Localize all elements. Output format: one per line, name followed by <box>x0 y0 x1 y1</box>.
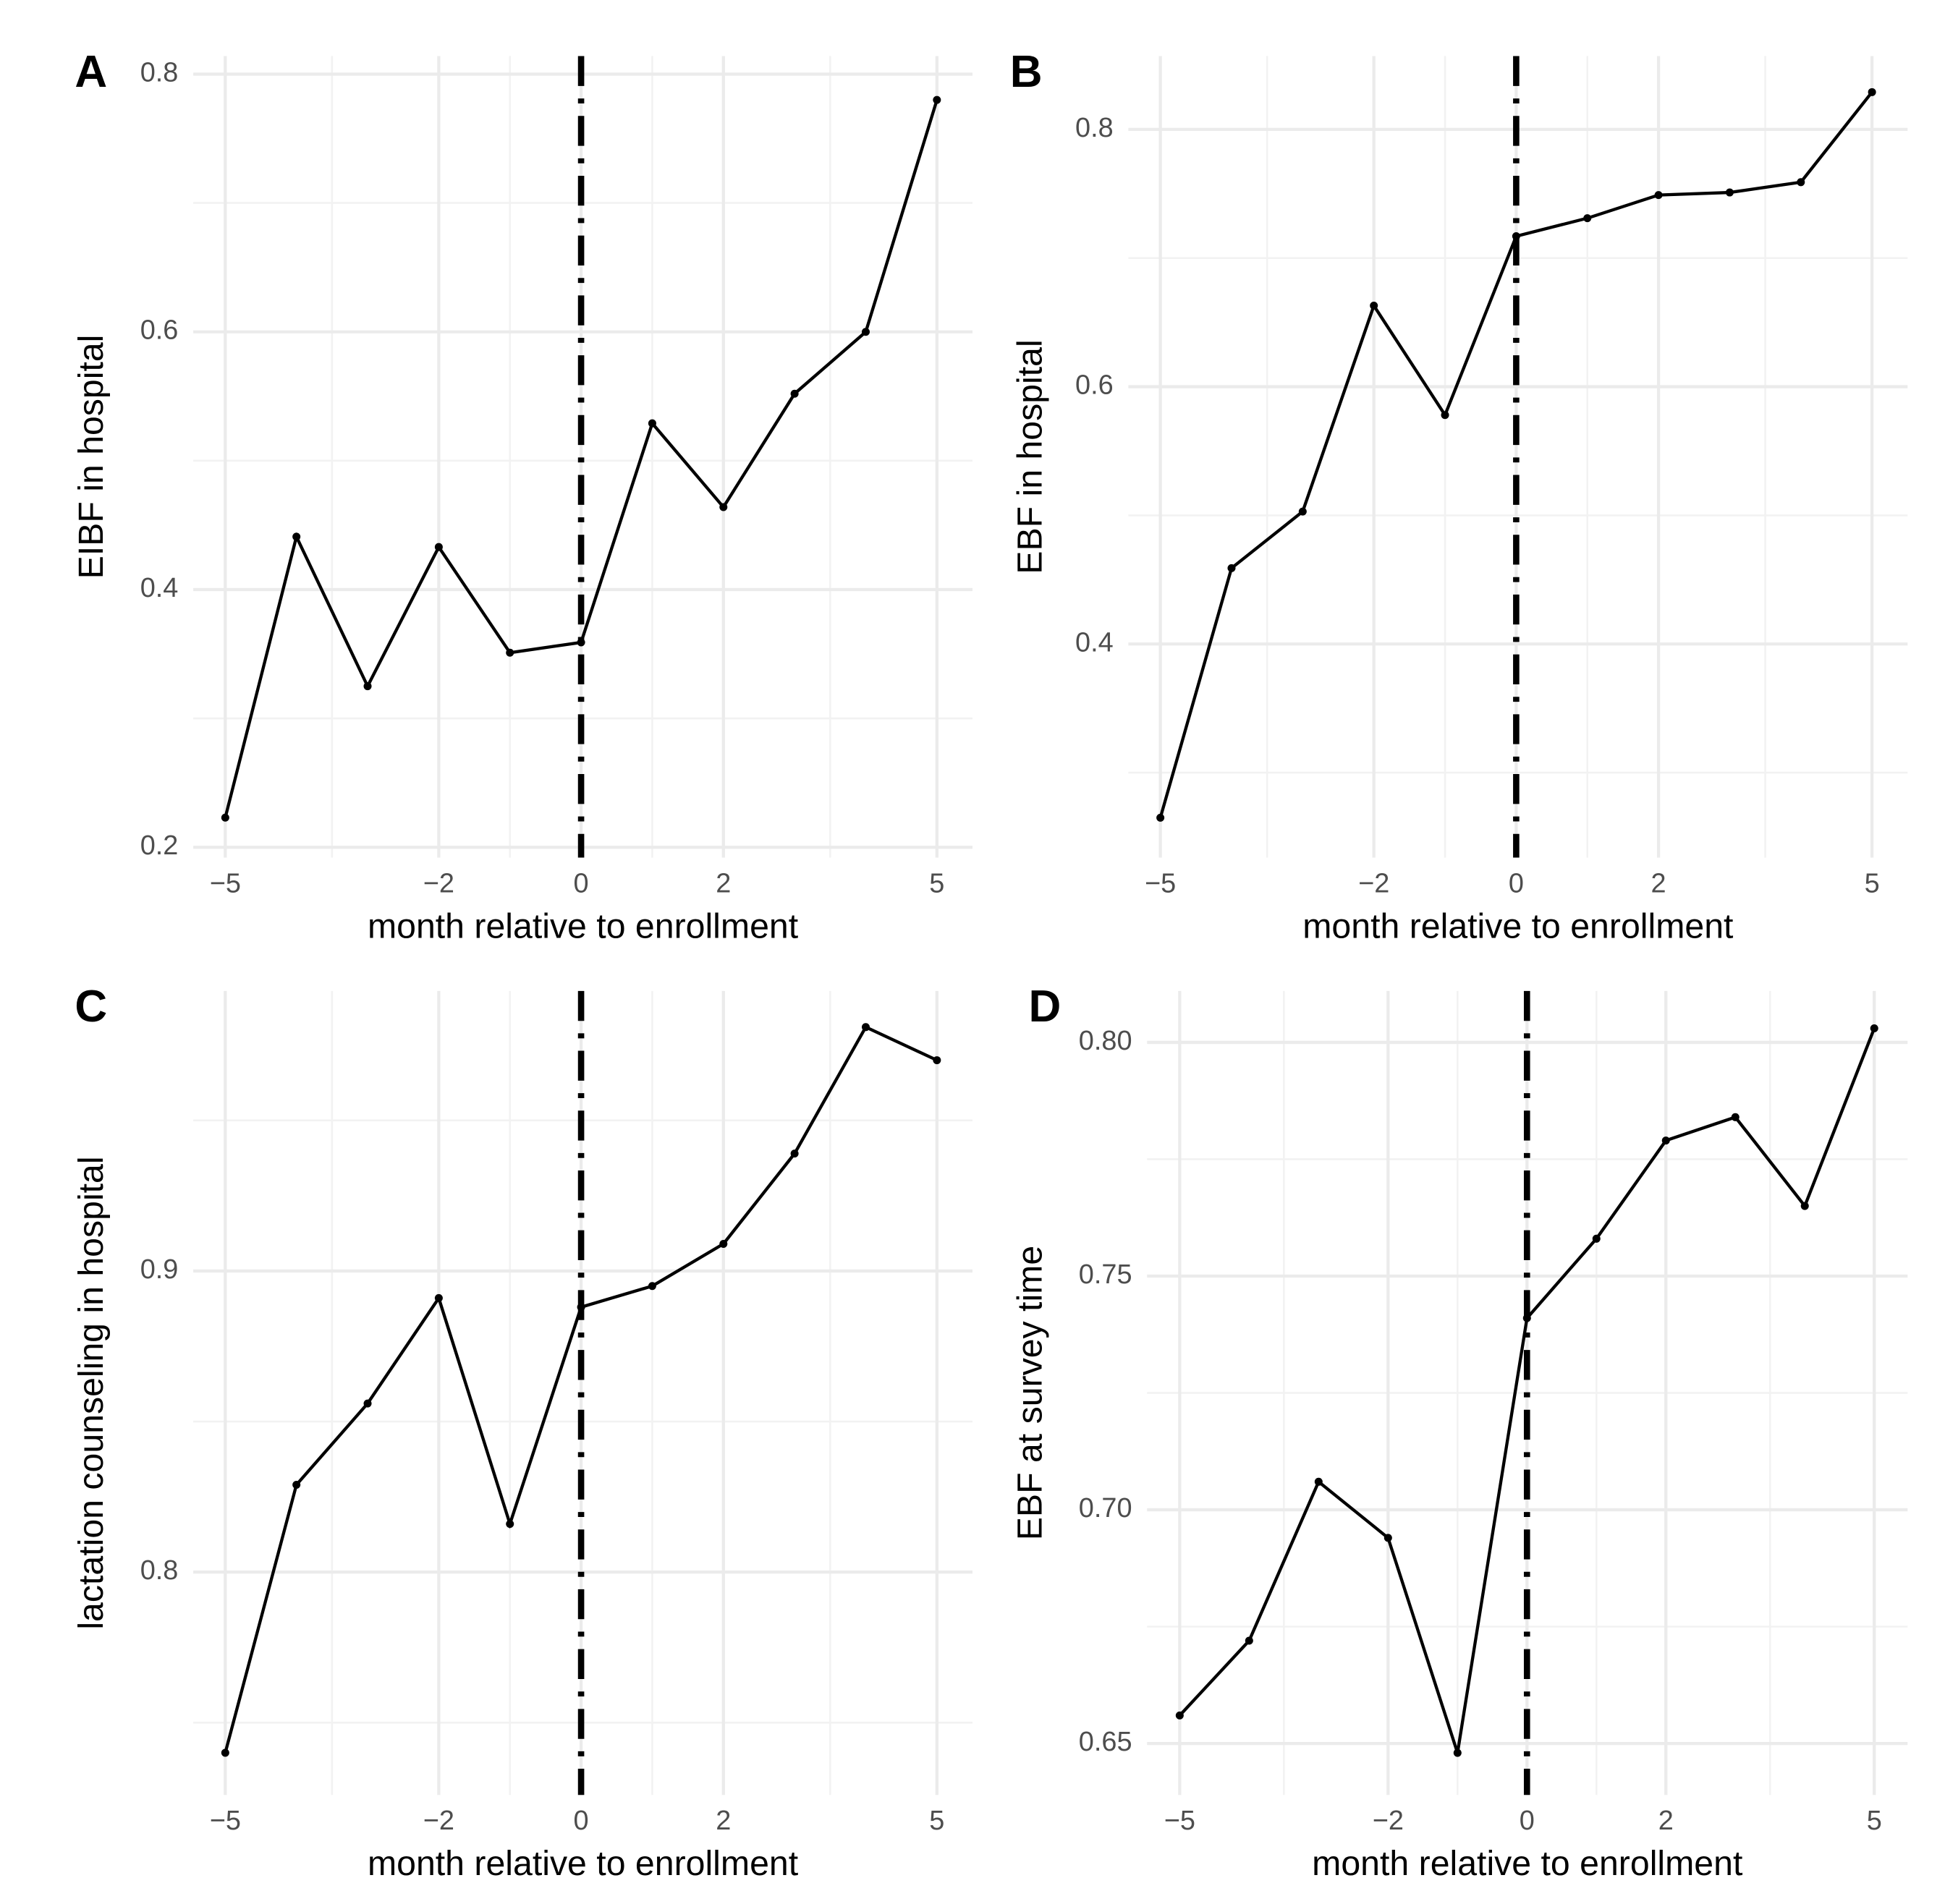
y-tick-label: 0.2 <box>140 830 179 861</box>
x-tick-label: −2 <box>1358 868 1389 898</box>
x-axis-title: month relative to enrollment <box>1302 906 1734 945</box>
x-tick-label: 0 <box>574 868 589 898</box>
point <box>434 543 443 551</box>
panel-label: D <box>1029 982 1062 1032</box>
point <box>577 638 585 647</box>
x-tick-label: −2 <box>423 868 454 898</box>
x-axis-title: month relative to enrollment <box>368 906 799 945</box>
point <box>719 503 728 511</box>
point <box>1797 178 1805 187</box>
point <box>1583 214 1592 223</box>
x-tick-label: 2 <box>716 868 731 898</box>
point <box>506 1520 514 1529</box>
point <box>1592 1234 1601 1243</box>
y-tick-label: 0.75 <box>1079 1259 1132 1290</box>
point <box>1731 1113 1740 1121</box>
y-axis-title: EBF in hospital <box>1010 339 1049 574</box>
x-tick-label: −5 <box>1164 1806 1195 1836</box>
point <box>790 1149 799 1158</box>
point <box>1870 1024 1878 1033</box>
y-axis-title: lactation counseling in hospital <box>72 1156 111 1629</box>
point <box>577 1303 585 1312</box>
x-tick-label: 5 <box>929 868 944 898</box>
x-tick-label: −2 <box>1373 1806 1404 1836</box>
point <box>1156 813 1165 822</box>
panel-label: B <box>1010 47 1043 97</box>
point <box>933 1056 941 1065</box>
y-tick-label: 0.6 <box>1075 370 1114 401</box>
y-tick-label: 0.8 <box>140 1555 179 1586</box>
point <box>719 1239 728 1249</box>
x-tick-label: 5 <box>1867 1806 1882 1836</box>
point <box>1227 564 1236 572</box>
point <box>861 1023 870 1032</box>
y-tick-label: 0.9 <box>140 1254 179 1285</box>
point <box>221 1748 229 1757</box>
y-tick-label: 0.65 <box>1079 1727 1132 1757</box>
point <box>506 648 514 657</box>
point <box>1175 1711 1184 1720</box>
point <box>1661 1136 1670 1145</box>
point <box>221 813 229 822</box>
point <box>1512 231 1520 241</box>
x-tick-label: 0 <box>1509 868 1524 898</box>
x-tick-label: 0 <box>1520 1806 1535 1836</box>
y-tick-label: 0.8 <box>1075 113 1114 143</box>
y-tick-label: 0.70 <box>1079 1493 1132 1523</box>
x-tick-label: 5 <box>1865 868 1880 898</box>
y-tick-label: 0.4 <box>140 573 179 603</box>
point <box>1654 191 1663 200</box>
point <box>1453 1748 1462 1757</box>
point <box>292 532 301 541</box>
point <box>292 1480 301 1489</box>
point <box>1800 1202 1809 1210</box>
point <box>363 682 372 691</box>
point <box>1383 1534 1392 1542</box>
y-tick-label: 0.4 <box>1075 627 1114 658</box>
point <box>648 419 656 428</box>
y-tick-label: 0.6 <box>140 315 179 346</box>
x-tick-label: 5 <box>929 1806 944 1836</box>
x-tick-label: 2 <box>716 1806 731 1836</box>
x-axis-title: month relative to enrollment <box>1312 1844 1743 1883</box>
x-axis-title: month relative to enrollment <box>368 1844 799 1883</box>
y-tick-label: 0.80 <box>1079 1026 1132 1056</box>
y-tick-label: 0.8 <box>140 57 179 88</box>
point <box>861 328 870 336</box>
point <box>1370 302 1378 310</box>
point <box>1441 411 1449 420</box>
x-tick-label: −5 <box>210 1806 241 1836</box>
x-tick-label: 2 <box>1658 1806 1674 1836</box>
point <box>1298 507 1307 516</box>
point <box>1725 188 1734 197</box>
point <box>933 95 941 104</box>
x-tick-label: −2 <box>423 1806 454 1836</box>
panel-label: C <box>75 982 107 1032</box>
point <box>363 1399 372 1408</box>
y-axis-title: EIBF in hospital <box>72 335 111 579</box>
point <box>1522 1314 1531 1322</box>
x-tick-label: 2 <box>1651 868 1666 898</box>
point <box>790 389 799 398</box>
point <box>1868 88 1876 96</box>
x-tick-label: −5 <box>210 868 241 898</box>
panel-label: A <box>75 47 107 97</box>
point <box>1245 1636 1253 1645</box>
x-tick-label: 0 <box>574 1806 589 1836</box>
point <box>434 1293 443 1302</box>
y-axis-title: EBF at survey time <box>1010 1246 1049 1540</box>
point <box>648 1282 656 1291</box>
point <box>1314 1477 1323 1486</box>
x-tick-label: −5 <box>1145 868 1176 898</box>
